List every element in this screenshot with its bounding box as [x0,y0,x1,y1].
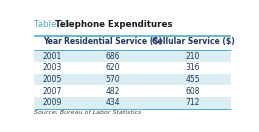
Text: Table 15: Table 15 [34,20,70,29]
FancyBboxPatch shape [34,62,231,74]
Text: 2009: 2009 [43,98,62,107]
Text: Telephone Expenditures: Telephone Expenditures [55,20,173,29]
Text: Year: Year [43,37,62,46]
Text: 2001: 2001 [43,52,62,61]
FancyBboxPatch shape [34,97,231,109]
Text: 620: 620 [105,63,120,72]
Text: 2007: 2007 [43,87,62,96]
Text: 316: 316 [186,63,200,72]
Text: 434: 434 [105,98,120,107]
Text: 482: 482 [105,87,120,96]
Text: 712: 712 [186,98,200,107]
Text: 210: 210 [186,52,200,61]
Text: Source: Bureau of Labor Statistics: Source: Bureau of Labor Statistics [34,110,142,115]
Text: 570: 570 [105,75,120,84]
Text: 455: 455 [186,75,200,84]
Text: 608: 608 [186,87,200,96]
Text: 2005: 2005 [43,75,62,84]
FancyBboxPatch shape [34,50,231,62]
Text: Cellular Service ($): Cellular Service ($) [152,37,234,46]
Text: 2003: 2003 [43,63,62,72]
FancyBboxPatch shape [34,74,231,85]
Text: Residential Service ($): Residential Service ($) [64,37,162,46]
FancyBboxPatch shape [34,85,231,97]
Text: 686: 686 [105,52,120,61]
